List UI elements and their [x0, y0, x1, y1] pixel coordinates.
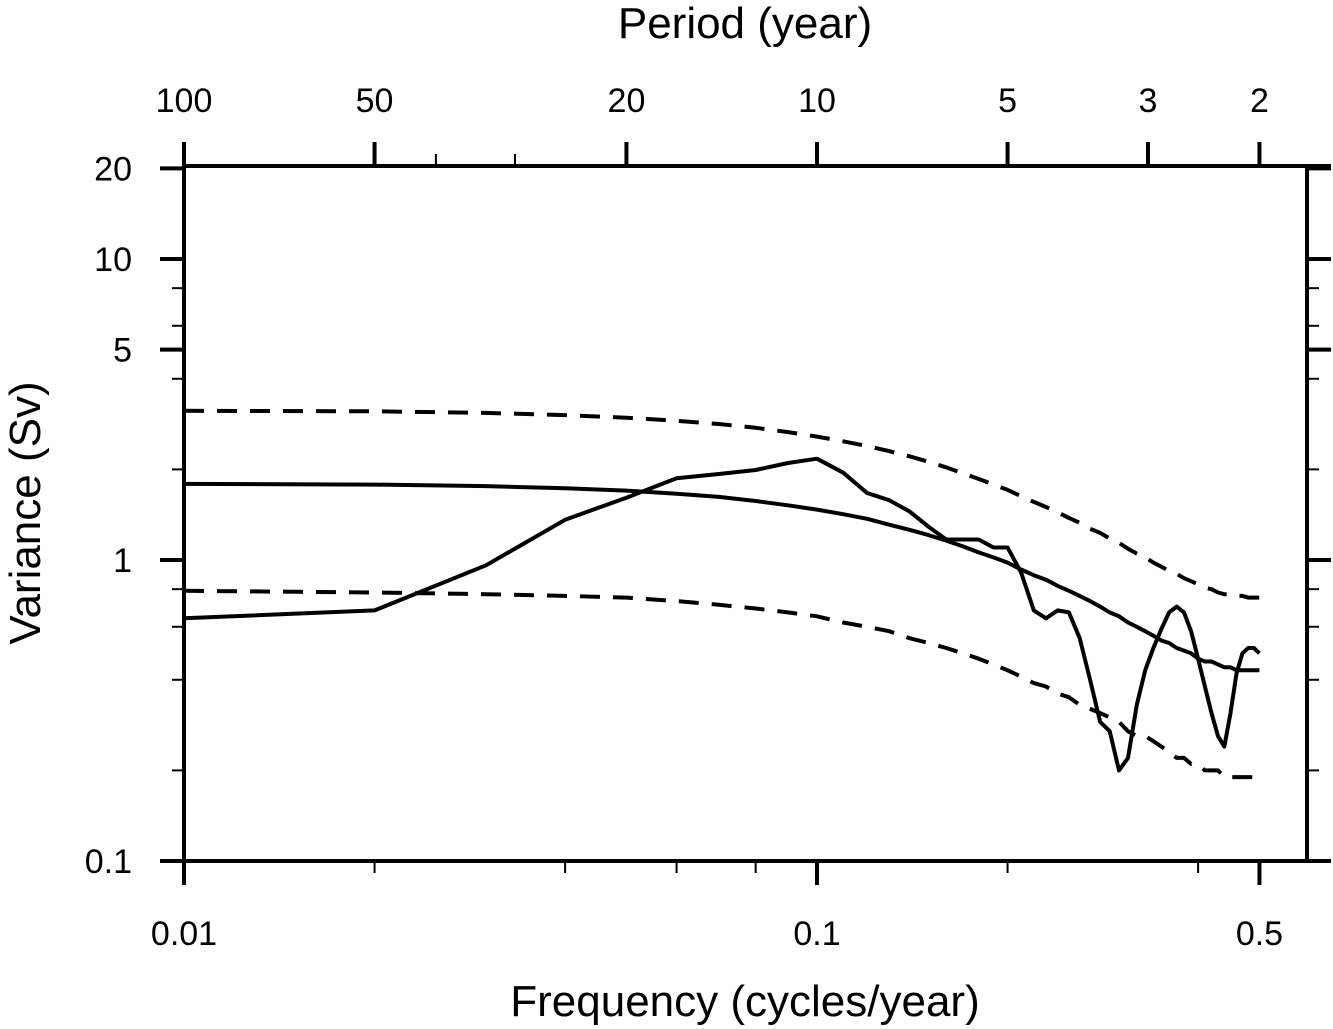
y-tick-label: 1: [113, 542, 132, 580]
x-axis-title: Frequency (cycles/year): [510, 977, 979, 1026]
y-tick-label: 20: [94, 150, 132, 188]
top-tick-label: 10: [798, 82, 836, 120]
y-tick-label: 5: [113, 332, 132, 370]
top-axis-title: Period (year): [618, 0, 872, 48]
tick-layer: 0.01 0.1 0.5 100 50 20 10 5 3 2 0.1 1 5 10 20: [85, 82, 1331, 953]
x-tick-label: 0.5: [1236, 915, 1283, 953]
top-tick-label: 5: [998, 82, 1017, 120]
x-tick-label: 0.01: [151, 915, 217, 953]
series-lower-confidence-bound-line: [183, 588, 1260, 780]
top-tick-label: 20: [608, 82, 646, 120]
y-axis-title: Variance (Sv): [1, 381, 50, 644]
plot-frame: [182, 164, 1309, 863]
y-tick-label: 0.1: [85, 843, 132, 881]
series-layer: [183, 408, 1261, 780]
top-tick-label: 100: [156, 82, 213, 120]
series-spectrum-line: [183, 456, 1261, 773]
y-tick-label: 10: [94, 241, 132, 279]
series-red-noise-line: [183, 481, 1260, 673]
top-tick-label: 50: [356, 82, 394, 120]
x-tick-label: 0.1: [793, 915, 840, 953]
top-tick-label: 3: [1139, 82, 1158, 120]
top-tick-label: 2: [1250, 82, 1269, 120]
series-upper-confidence-bound-line: [183, 408, 1260, 600]
